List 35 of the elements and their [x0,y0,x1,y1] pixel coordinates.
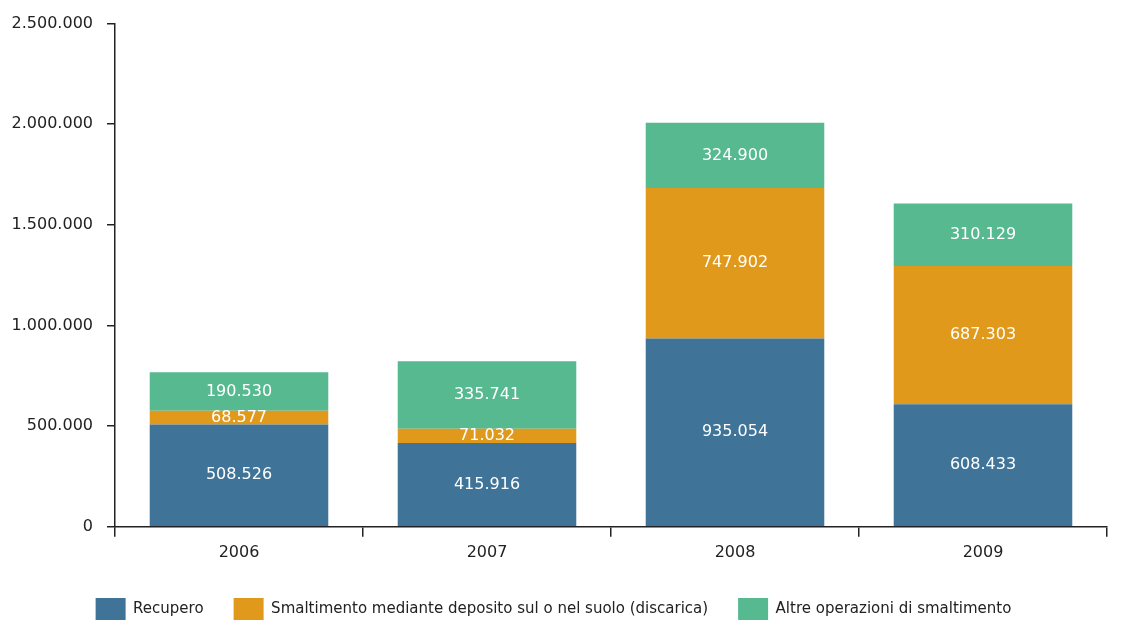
data-label: 335.741 [453,384,521,404]
data-label: 310.129 [949,223,1017,243]
legend-label: Smaltimento mediante deposito sul o nel suolo (discarica) [271,598,709,617]
y-tick-label: 0 [82,515,93,535]
x-tick-label: 2006 [218,541,260,561]
data-label: 935.054 [701,421,769,441]
x-tick-label: 2009 [962,541,1004,561]
data-label: 608.433 [949,454,1017,474]
bar [397,443,577,527]
bar [149,424,329,527]
bar [645,188,825,339]
bar [397,361,577,429]
data-label: 415.916 [453,473,521,493]
bar [893,203,1073,266]
bar [645,338,825,527]
bar [149,372,329,411]
legend-label: Recupero [133,598,204,617]
data-label: 324.900 [701,144,769,164]
data-label: 508.526 [205,464,273,484]
bar [893,265,1073,405]
y-tick-label: 500.000 [26,415,93,435]
data-label: 687.303 [949,324,1017,344]
x-tick-label: 2008 [714,541,756,561]
y-tick-label: 1.500.000 [11,214,93,234]
y-tick-label: 1.000.000 [11,314,93,334]
data-label: 747.902 [701,252,769,272]
data-label: 71.032 [459,425,515,445]
bar [893,404,1073,527]
x-tick-label: 2007 [466,541,508,561]
data-label: 68.577 [211,406,267,426]
bar [645,122,825,189]
y-tick-label: 2.500.000 [11,12,93,32]
y-tick-label: 2.000.000 [11,113,93,133]
legend-label: Altre operazioni di smaltimento [775,598,1012,617]
data-label: 190.530 [205,380,273,400]
